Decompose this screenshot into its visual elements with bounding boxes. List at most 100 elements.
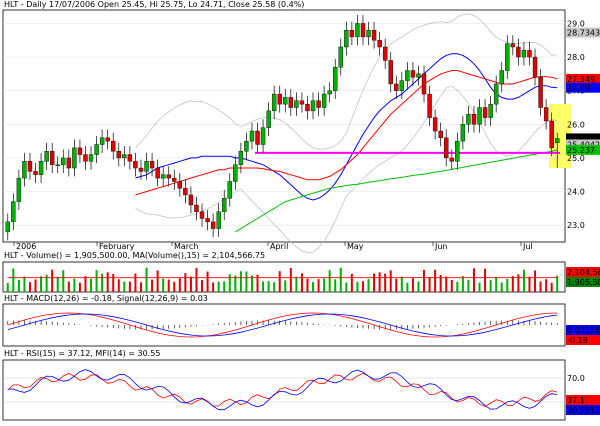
value-tag-label: 1,905,500 — [567, 278, 600, 287]
volume-bar — [295, 276, 298, 292]
value-tag-box — [566, 82, 600, 93]
volume-bar — [239, 271, 242, 292]
volume-bar — [317, 279, 320, 292]
candle — [410, 70, 416, 78]
candle — [260, 127, 266, 145]
volume-bar — [450, 279, 453, 292]
candle — [105, 137, 110, 142]
volume-bar — [345, 282, 348, 292]
volume-bar — [51, 269, 54, 292]
candle — [438, 130, 443, 138]
price-panel: HLT - Daily 17/07/2006 Open 25.45, Hi 25… — [2, 0, 600, 254]
date-tick-label: 2006 — [16, 242, 36, 251]
volume-bar — [189, 276, 192, 292]
candle — [405, 70, 410, 81]
volume-bar — [145, 267, 148, 292]
candle — [505, 43, 510, 71]
value-tag-box — [566, 27, 600, 38]
candle — [294, 100, 299, 108]
date-tick-label: March — [174, 242, 198, 251]
rsi-line — [7, 372, 558, 407]
value-tag-box — [566, 395, 600, 405]
volume-bar — [101, 273, 104, 292]
volume-bar — [478, 282, 481, 292]
rsi-title: HLT - RSI(15) = 37.12, MFI(14) = 30.55 — [4, 349, 160, 358]
volume-bars — [6, 267, 559, 292]
volume-bar — [339, 267, 342, 292]
value-tag-label: 27.09 — [567, 84, 590, 93]
candle — [394, 83, 399, 91]
value-tag-label: 37.1 — [567, 396, 585, 405]
volume-bar — [506, 279, 509, 292]
volume-bar — [367, 279, 370, 292]
volume-bar — [384, 273, 387, 292]
price-y-axis: 23.024.025.026.027.028.029.0 — [567, 19, 585, 230]
volume-bar — [256, 274, 259, 292]
rsi-value-tags: 37.130.5511 — [566, 395, 600, 415]
volume-bar — [62, 270, 65, 292]
value-tag-label: 28.7343 — [567, 29, 600, 38]
volume-bar — [40, 276, 43, 292]
candle — [199, 211, 205, 219]
value-tag-box — [566, 325, 600, 335]
volume-bar — [545, 279, 548, 292]
ma-red-line — [135, 70, 558, 196]
rsi-panel: HLT - RSI(15) = 37.12, MFI(14) = 30.55 3… — [2, 349, 600, 421]
candle — [238, 151, 244, 165]
volume-bar — [201, 280, 204, 292]
candle — [493, 83, 499, 105]
candle — [27, 161, 33, 172]
candle — [360, 23, 366, 38]
candle — [227, 181, 232, 199]
candles — [5, 15, 560, 241]
volume-bar — [195, 268, 198, 292]
volume-bar — [84, 276, 87, 292]
volume-bar — [217, 281, 220, 292]
candle — [516, 46, 521, 58]
volume-bar — [228, 274, 231, 292]
candle — [216, 211, 221, 229]
candle — [460, 124, 466, 142]
date-tick-label: May — [347, 242, 364, 251]
candle — [99, 137, 105, 145]
volume-bar — [472, 268, 475, 292]
candle — [61, 157, 66, 165]
volume-bar — [162, 278, 165, 292]
volume-bar — [434, 269, 437, 292]
value-tag-label: 0.031547 — [567, 326, 600, 335]
value-tag-label: 25.58 — [567, 134, 590, 143]
candle — [44, 151, 49, 162]
volume-bar — [417, 281, 420, 292]
volume-bar — [456, 281, 459, 292]
price-grid — [3, 23, 565, 226]
price-tick-label: 23.0 — [567, 221, 585, 230]
value-tag-box — [566, 139, 600, 150]
volume-bar — [500, 282, 503, 292]
volume-bar — [117, 279, 120, 292]
candle — [510, 43, 516, 48]
date-tick-label: Jul — [522, 242, 533, 251]
volume-bar — [17, 279, 20, 292]
volume-bar — [278, 271, 281, 292]
macd-value-tags: 0.031547-0.18 — [566, 325, 600, 345]
mfi-line — [7, 369, 558, 411]
volume-bar — [67, 281, 70, 292]
candle — [22, 161, 27, 179]
volume-bar — [484, 268, 487, 292]
candle — [249, 130, 255, 142]
value-tag-box — [566, 133, 600, 144]
value-tag-box — [566, 267, 600, 277]
candle — [266, 110, 271, 128]
candle — [33, 171, 38, 175]
candle — [432, 117, 438, 132]
volume-panel-frame — [2, 261, 566, 293]
candle — [210, 221, 216, 229]
volume-title: HLT - Volume() = 1,905,500.00, MA(Volume… — [4, 251, 265, 260]
candle — [122, 154, 127, 159]
candle — [172, 177, 177, 182]
candle — [305, 103, 310, 112]
volume-bar — [334, 279, 337, 292]
date-tick-label: February — [99, 242, 135, 251]
volume-bar — [267, 281, 270, 292]
candle — [255, 130, 260, 145]
